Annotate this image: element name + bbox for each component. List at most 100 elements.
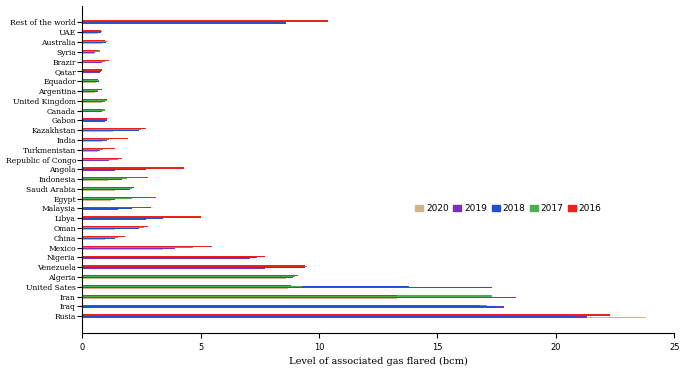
- Bar: [82, 51, 100, 52]
- Bar: [82, 109, 103, 110]
- Bar: [82, 258, 241, 259]
- Bar: [82, 276, 295, 277]
- Bar: [82, 32, 101, 33]
- Bar: [82, 256, 264, 257]
- Bar: [82, 131, 113, 132]
- Bar: [82, 218, 146, 219]
- Bar: [82, 288, 288, 289]
- Bar: [82, 307, 492, 308]
- Bar: [82, 42, 102, 44]
- Bar: [82, 236, 125, 237]
- Bar: [82, 168, 151, 169]
- Bar: [82, 187, 132, 189]
- Bar: [82, 89, 102, 90]
- Bar: [82, 287, 492, 288]
- Bar: [82, 41, 107, 42]
- Bar: [82, 296, 516, 298]
- Bar: [82, 314, 610, 315]
- Bar: [82, 265, 305, 267]
- Bar: [82, 266, 307, 267]
- Bar: [82, 99, 107, 101]
- Bar: [82, 79, 97, 80]
- Bar: [82, 31, 102, 32]
- Bar: [82, 70, 102, 71]
- Bar: [82, 92, 95, 93]
- Bar: [82, 267, 264, 269]
- Bar: [82, 278, 286, 279]
- Bar: [82, 128, 146, 129]
- Bar: [82, 277, 288, 278]
- Bar: [82, 229, 115, 230]
- Bar: [82, 167, 184, 169]
- Bar: [82, 140, 105, 141]
- Bar: [82, 32, 100, 33]
- Bar: [82, 158, 118, 160]
- Bar: [82, 160, 110, 161]
- Bar: [82, 158, 123, 159]
- Bar: [82, 51, 97, 52]
- Bar: [82, 60, 110, 61]
- Bar: [82, 199, 115, 200]
- Bar: [82, 197, 155, 198]
- Bar: [82, 226, 149, 227]
- Bar: [82, 71, 101, 72]
- Bar: [82, 238, 107, 239]
- Bar: [82, 237, 115, 238]
- Bar: [82, 315, 575, 317]
- Bar: [82, 118, 107, 120]
- Bar: [82, 50, 97, 51]
- Bar: [82, 82, 97, 83]
- Bar: [82, 90, 97, 91]
- Bar: [82, 169, 115, 171]
- Bar: [82, 169, 146, 170]
- Bar: [82, 110, 102, 112]
- Bar: [82, 316, 586, 318]
- Bar: [82, 208, 132, 209]
- Bar: [82, 61, 102, 63]
- Bar: [82, 256, 260, 257]
- Bar: [82, 52, 94, 54]
- Bar: [82, 61, 105, 62]
- Bar: [82, 21, 295, 22]
- Bar: [82, 41, 106, 42]
- Bar: [82, 246, 193, 248]
- Bar: [82, 305, 487, 307]
- Bar: [82, 150, 100, 151]
- Bar: [82, 219, 139, 220]
- Bar: [82, 307, 503, 308]
- Bar: [82, 209, 113, 211]
- Bar: [82, 177, 149, 179]
- Bar: [82, 187, 134, 188]
- Bar: [82, 207, 134, 208]
- Bar: [82, 178, 127, 179]
- Bar: [82, 286, 409, 288]
- Bar: [82, 62, 100, 64]
- Bar: [82, 267, 305, 268]
- Bar: [82, 80, 99, 82]
- Bar: [82, 130, 115, 131]
- Bar: [82, 247, 186, 248]
- Bar: [82, 139, 107, 141]
- Bar: [82, 121, 102, 122]
- Bar: [82, 286, 302, 287]
- Bar: [82, 119, 107, 120]
- Bar: [82, 40, 105, 41]
- Bar: [82, 99, 107, 100]
- Bar: [82, 42, 105, 43]
- Bar: [82, 297, 397, 299]
- Bar: [82, 22, 286, 24]
- Bar: [82, 159, 115, 160]
- Bar: [82, 188, 129, 189]
- Bar: [82, 257, 258, 258]
- Bar: [82, 109, 105, 110]
- Bar: [82, 198, 132, 199]
- Bar: [82, 160, 107, 161]
- Bar: [82, 305, 480, 306]
- Bar: [82, 237, 118, 238]
- Bar: [82, 80, 99, 81]
- Bar: [82, 71, 100, 73]
- Bar: [82, 138, 128, 139]
- Bar: [82, 150, 97, 152]
- Bar: [82, 90, 97, 92]
- Bar: [82, 20, 329, 22]
